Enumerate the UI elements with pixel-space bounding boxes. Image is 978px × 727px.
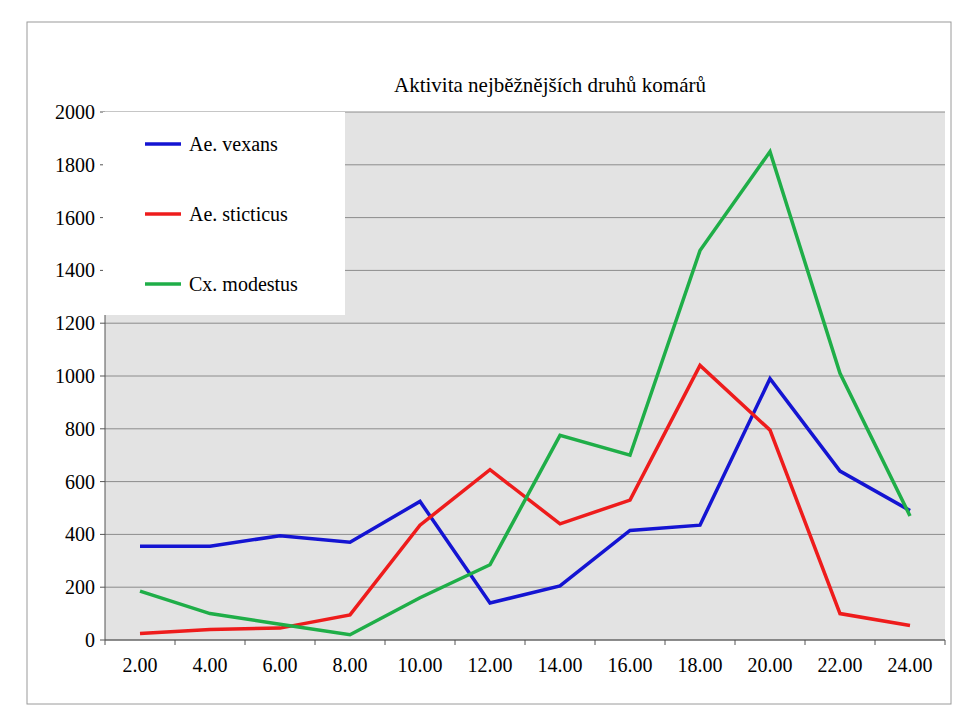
legend-label: Cx. modestus [189,273,298,295]
frame [27,22,951,704]
grid-line [105,428,945,429]
x-tick [665,640,666,645]
grid-line [105,323,945,324]
y-tick [100,481,105,482]
x-tick-label: 14.00 [538,654,583,676]
y-tick-label: 1800 [55,154,95,176]
y-tick [100,640,105,641]
x-tick-label: 12.00 [468,654,513,676]
grid-line [105,376,945,377]
x-tick-label: 16.00 [608,654,653,676]
background [0,0,978,727]
y-tick-label: 1000 [55,365,95,387]
legend-label: Ae. sticticus [189,203,288,225]
legend [103,112,345,315]
x-tick [455,640,456,645]
x-tick-label: 8.00 [333,654,368,676]
y-tick [100,323,105,324]
y-tick-label: 2000 [55,101,95,123]
y-tick-label: 400 [65,523,95,545]
x-tick-label: 22.00 [818,654,863,676]
x-tick [945,640,946,645]
x-tick [875,640,876,645]
x-tick-label: 20.00 [748,654,793,676]
x-tick [805,640,806,645]
x-tick [735,640,736,645]
legend-swatch [145,212,181,216]
grid-line [105,481,945,482]
y-tick-label: 600 [65,471,95,493]
title: Aktivita nejběžnějších druhů komárů [394,73,706,97]
x-tick-label: 6.00 [263,654,298,676]
x-tick [525,640,526,645]
y-tick-label: 0 [85,629,95,651]
x-tick-label: 18.00 [678,654,723,676]
x-tick [595,640,596,645]
x-tick [175,640,176,645]
chart: Aktivita nejběžnějších druhů komárů 0 200 4… [0,0,978,727]
y-tick-label: 800 [65,418,95,440]
x-tick-label: 24.00 [888,654,933,676]
y-tick-label: 200 [65,576,95,598]
x-tick [315,640,316,645]
x-tick-label: 2.00 [123,654,158,676]
x-tick [105,640,106,645]
y-tick-label: 1600 [55,207,95,229]
y-tick [100,587,105,588]
legend-swatch [145,142,181,146]
y-tick-label: 1400 [55,259,95,281]
y-tick-label: 1200 [55,312,95,334]
series-group [140,152,910,635]
grid-line [105,587,945,588]
legend-label: Ae. vexans [189,133,278,155]
y-tick [100,376,105,377]
grid-line [105,534,945,535]
x-tick [245,640,246,645]
series-line [140,152,910,635]
y-tick [100,428,105,429]
x-tick [385,640,386,645]
x-tick-label: 10.00 [398,654,443,676]
y-tick [100,534,105,535]
x-tick-label: 4.00 [193,654,228,676]
legend-swatch [145,282,181,286]
